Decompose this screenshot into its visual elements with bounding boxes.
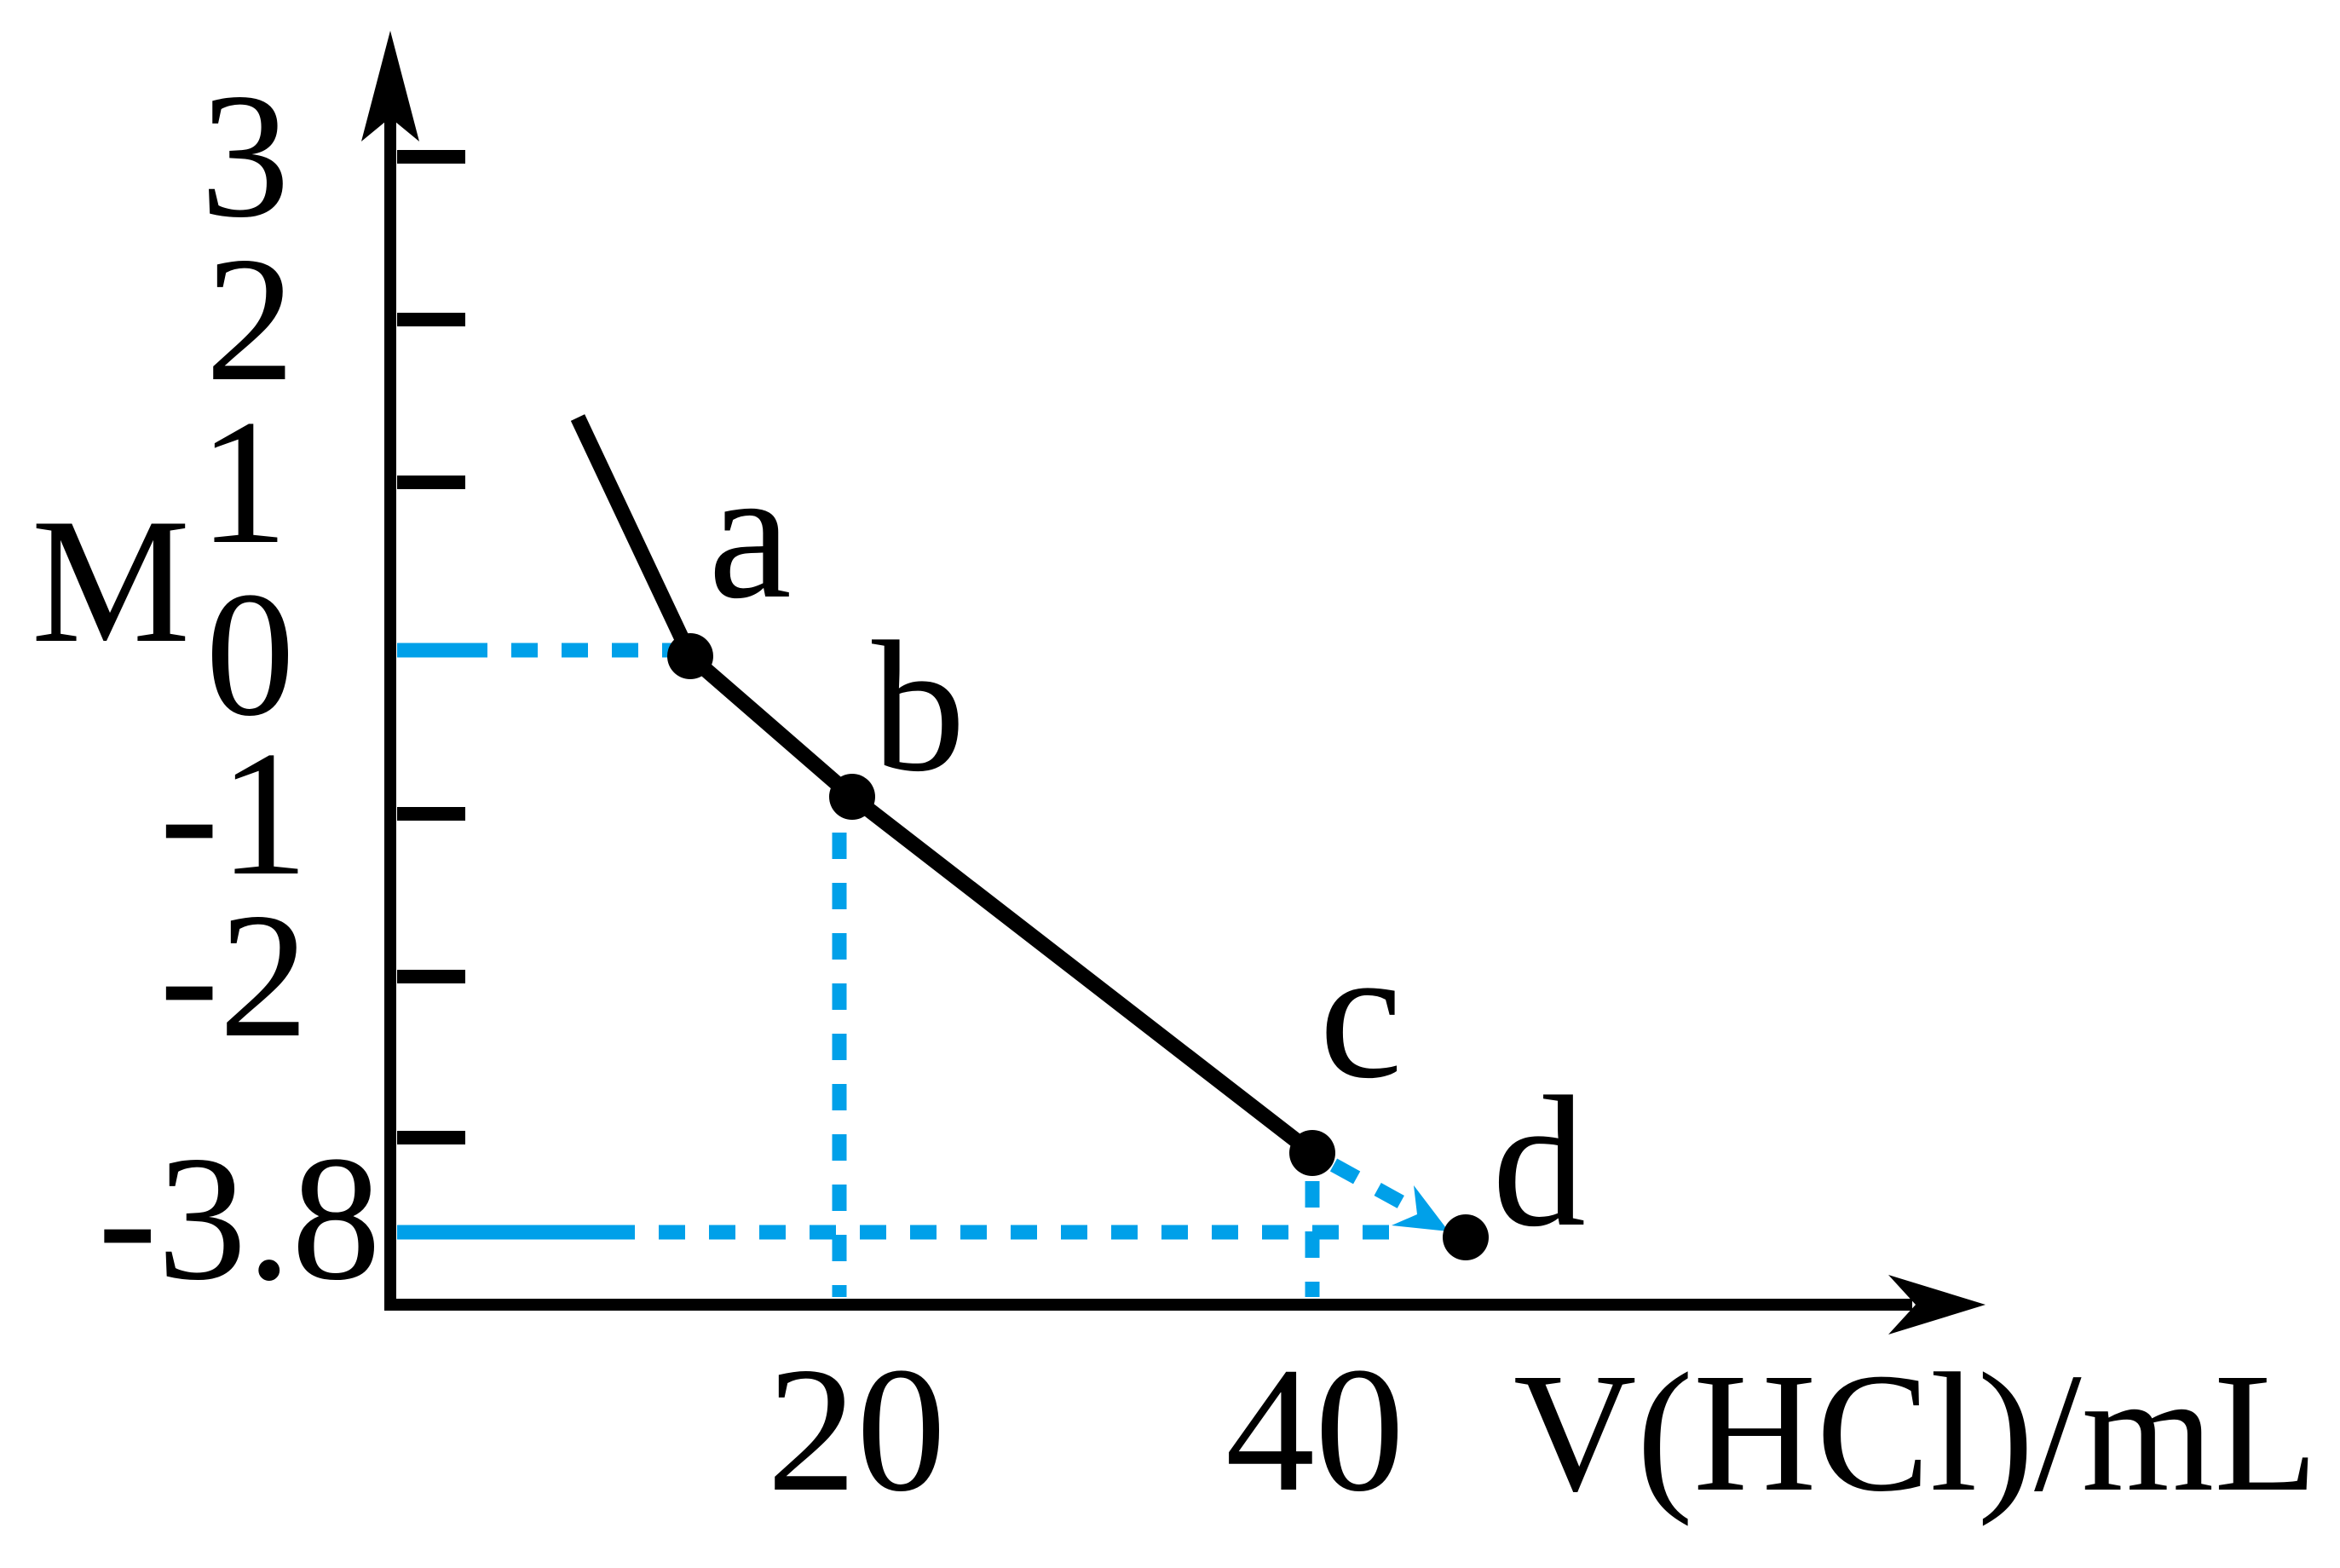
y-tick-label-neg1: -1: [159, 715, 308, 913]
point-label-d: d: [1492, 1058, 1586, 1265]
point-dot-b: [829, 774, 875, 820]
y-tick-label-0: 0: [205, 556, 295, 753]
point-dot-a: [667, 633, 713, 679]
y-tick-label-neg2: -2: [159, 877, 308, 1075]
x-tick-label-20: 20: [767, 1331, 946, 1529]
y-tick-label-1: 1: [199, 383, 288, 581]
y-axis-title: M: [32, 482, 191, 680]
point-label-c: c: [1319, 909, 1403, 1117]
point-label-b: b: [872, 602, 965, 810]
y-tick-label-3: 3: [200, 57, 290, 255]
point-dot-c: [1289, 1130, 1335, 1176]
x-axis-title: V(HCl)/mL: [1513, 1339, 2318, 1527]
guide-arrowhead-into-d: [1392, 1185, 1449, 1231]
y-tick-label-2: 2: [205, 221, 295, 418]
y-annotation-neg3-8: -3.8: [98, 1120, 381, 1317]
curve-line: [570, 414, 1317, 1160]
x-axis-arrowhead: [1888, 1275, 1986, 1335]
guide-c-to-d: [1329, 1158, 1412, 1213]
y-axis-arrowhead: [361, 31, 419, 141]
x-tick-label-40: 40: [1225, 1331, 1404, 1529]
point-label-a: a: [708, 429, 792, 637]
point-dot-d: [1443, 1214, 1489, 1260]
